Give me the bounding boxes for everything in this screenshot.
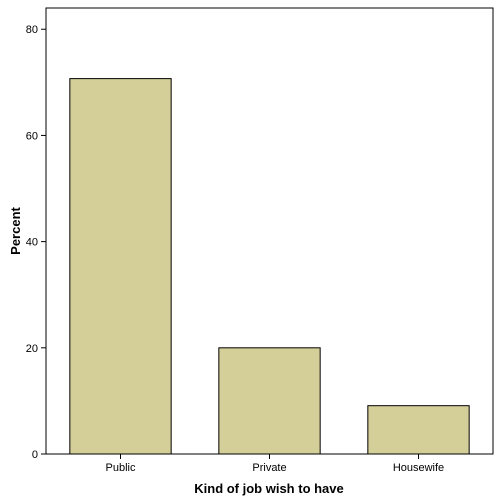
y-tick-label: 20 — [26, 343, 38, 355]
bar-public — [69, 78, 172, 455]
x-tick-label: Private — [252, 462, 286, 474]
y-tick-label: 0 — [32, 449, 38, 461]
x-tick-label: Public — [106, 462, 136, 474]
bars — [69, 78, 470, 455]
bar-private — [218, 347, 321, 455]
x-axis-ticks: Public Private Housewife — [106, 454, 444, 474]
y-tick-label: 40 — [26, 237, 38, 249]
bar-housewife — [367, 405, 470, 455]
y-tick-label: 60 — [26, 130, 38, 142]
x-tick-label: Housewife — [393, 462, 444, 474]
x-axis-title: Kind of job wish to have — [194, 481, 344, 496]
y-tick-label: 80 — [26, 24, 38, 36]
y-axis-ticks: 0 20 40 60 80 — [26, 24, 46, 461]
y-axis-title: Percent — [8, 206, 23, 254]
